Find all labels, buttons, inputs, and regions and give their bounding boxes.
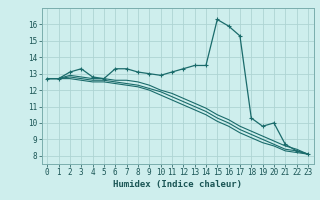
X-axis label: Humidex (Indice chaleur): Humidex (Indice chaleur) (113, 180, 242, 189)
